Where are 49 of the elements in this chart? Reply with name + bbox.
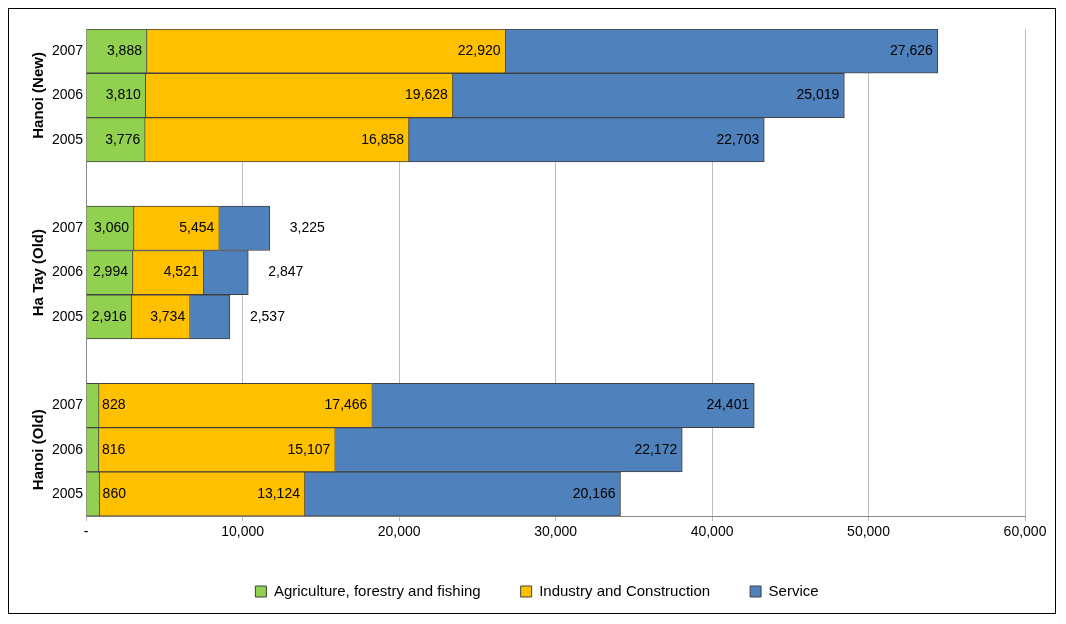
text: Ha Tay (Old) xyxy=(29,228,47,317)
legend-label: Industry and Construction xyxy=(539,581,711,599)
data-label: 2,994 xyxy=(92,263,129,280)
x-tick-label: 50,000 xyxy=(847,523,891,540)
data-label: 3,776 xyxy=(105,130,141,147)
y-tick-label: 2007 xyxy=(51,396,84,413)
data-label: 860 xyxy=(102,484,127,501)
y-tick-label: 2006 xyxy=(51,440,84,457)
legend-label: Service xyxy=(768,581,819,599)
data-label: 22,703 xyxy=(716,130,760,147)
text: Hanoi (Old) xyxy=(29,409,47,491)
data-label: 27,626 xyxy=(890,42,934,58)
data-label: 22,920 xyxy=(457,42,501,58)
data-label: 15,107 xyxy=(287,440,331,457)
data-label: 2,847 xyxy=(268,263,304,280)
data-label: 3,810 xyxy=(105,86,141,103)
y-tick-label: 2005 xyxy=(51,130,84,147)
y-tick-label: 2005 xyxy=(51,484,84,501)
data-label: 5,454 xyxy=(179,219,215,236)
data-label: 2,916 xyxy=(91,307,127,324)
legend-label: Agriculture, forestry and fishing xyxy=(273,581,481,599)
data-label: 20,166 xyxy=(572,484,616,501)
data-label: 16,858 xyxy=(361,130,405,147)
y-tick-label: 2005 xyxy=(51,307,84,324)
data-label: 3,888 xyxy=(106,42,143,58)
data-label: 17,466 xyxy=(324,396,368,413)
data-label: 4,521 xyxy=(163,263,199,280)
data-label: 2,537 xyxy=(249,307,286,324)
y-tick-label: 2007 xyxy=(51,42,84,58)
x-tick-label: 20,000 xyxy=(377,523,421,540)
y-tick-label: 2006 xyxy=(51,86,84,103)
data-label: 19,628 xyxy=(405,86,449,103)
text: Hanoi (New) xyxy=(29,52,47,139)
x-tick-label: 30,000 xyxy=(534,523,578,540)
x-tick-label: 60,000 xyxy=(1003,523,1047,540)
data-label: 828 xyxy=(102,396,126,413)
data-label: 816 xyxy=(101,440,126,457)
data-label: 24,401 xyxy=(706,396,750,413)
x-tick-label: 40,000 xyxy=(690,523,734,540)
y-tick-label: 2007 xyxy=(51,219,84,236)
data-label: 13,124 xyxy=(257,484,301,501)
x-tick-label: - xyxy=(83,523,89,540)
data-label: 3,734 xyxy=(150,307,186,324)
data-label: 3,060 xyxy=(93,219,130,236)
data-label: 3,225 xyxy=(289,219,326,236)
data-label: 22,172 xyxy=(634,440,678,457)
data-label: 25,019 xyxy=(796,86,840,103)
x-tick-label: 10,000 xyxy=(221,523,265,540)
y-tick-label: 2006 xyxy=(51,263,84,280)
